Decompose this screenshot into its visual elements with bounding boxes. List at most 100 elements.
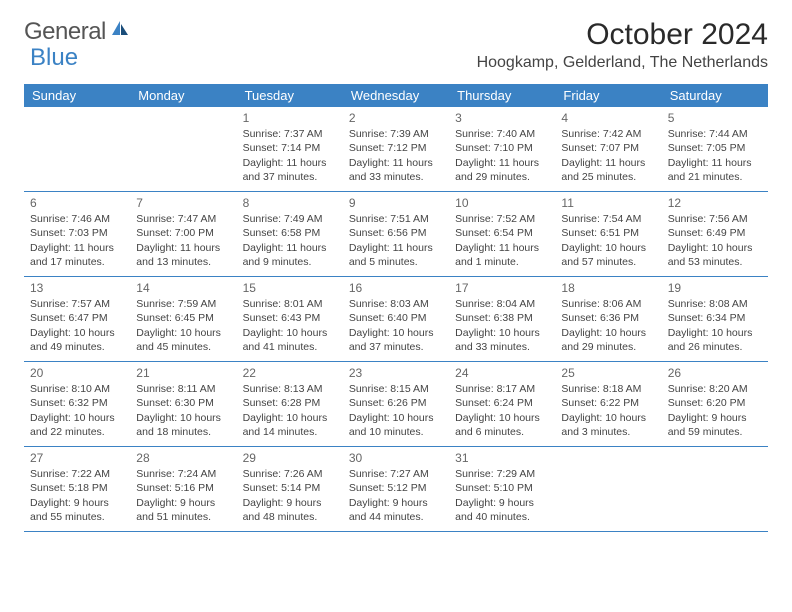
daylight-text: Daylight: 10 hours and 6 minutes. (455, 411, 549, 439)
sunset-text: Sunset: 5:10 PM (455, 481, 549, 495)
sunrise-text: Sunrise: 7:37 AM (243, 127, 337, 141)
month-title: October 2024 (477, 18, 768, 52)
sunrise-text: Sunrise: 8:08 AM (668, 297, 762, 311)
day-cell: 29Sunrise: 7:26 AMSunset: 5:14 PMDayligh… (237, 447, 343, 531)
sunset-text: Sunset: 7:14 PM (243, 141, 337, 155)
day-number: 29 (243, 450, 337, 466)
daylight-text: Daylight: 10 hours and 18 minutes. (136, 411, 230, 439)
sunrise-text: Sunrise: 8:01 AM (243, 297, 337, 311)
day-number: 9 (349, 195, 443, 211)
logo: General (24, 18, 132, 46)
sunset-text: Sunset: 7:03 PM (30, 226, 124, 240)
sunrise-text: Sunrise: 7:27 AM (349, 467, 443, 481)
sunset-text: Sunset: 6:38 PM (455, 311, 549, 325)
daylight-text: Daylight: 10 hours and 22 minutes. (30, 411, 124, 439)
day-number: 25 (561, 365, 655, 381)
daylight-text: Daylight: 10 hours and 29 minutes. (561, 326, 655, 354)
daylight-text: Daylight: 11 hours and 33 minutes. (349, 156, 443, 184)
day-cell: 24Sunrise: 8:17 AMSunset: 6:24 PMDayligh… (449, 362, 555, 446)
daylight-text: Daylight: 9 hours and 59 minutes. (668, 411, 762, 439)
sunrise-text: Sunrise: 7:56 AM (668, 212, 762, 226)
day-number: 12 (668, 195, 762, 211)
sunset-text: Sunset: 7:00 PM (136, 226, 230, 240)
day-number: 6 (30, 195, 124, 211)
sunset-text: Sunset: 7:05 PM (668, 141, 762, 155)
logo-text-b: Blue (30, 44, 78, 72)
day-cell: 31Sunrise: 7:29 AMSunset: 5:10 PMDayligh… (449, 447, 555, 531)
sunrise-text: Sunrise: 8:04 AM (455, 297, 549, 311)
sunset-text: Sunset: 5:16 PM (136, 481, 230, 495)
day-number: 30 (349, 450, 443, 466)
sunrise-text: Sunrise: 8:18 AM (561, 382, 655, 396)
day-cell: 2Sunrise: 7:39 AMSunset: 7:12 PMDaylight… (343, 107, 449, 191)
weeks-container: 1Sunrise: 7:37 AMSunset: 7:14 PMDaylight… (24, 107, 768, 532)
daylight-text: Daylight: 10 hours and 10 minutes. (349, 411, 443, 439)
sunset-text: Sunset: 6:51 PM (561, 226, 655, 240)
day-number: 8 (243, 195, 337, 211)
day-number: 11 (561, 195, 655, 211)
daylight-text: Daylight: 9 hours and 40 minutes. (455, 496, 549, 524)
sunset-text: Sunset: 5:12 PM (349, 481, 443, 495)
location-text: Hoogkamp, Gelderland, The Netherlands (477, 54, 768, 72)
day-cell (130, 107, 236, 191)
sunset-text: Sunset: 6:26 PM (349, 396, 443, 410)
sunrise-text: Sunrise: 7:59 AM (136, 297, 230, 311)
daylight-text: Daylight: 11 hours and 5 minutes. (349, 241, 443, 269)
weekday-header-row: Sunday Monday Tuesday Wednesday Thursday… (24, 84, 768, 107)
sunrise-text: Sunrise: 7:47 AM (136, 212, 230, 226)
weekday-wednesday: Wednesday (343, 84, 449, 107)
day-number: 3 (455, 110, 549, 126)
sunrise-text: Sunrise: 8:17 AM (455, 382, 549, 396)
sunset-text: Sunset: 6:49 PM (668, 226, 762, 240)
day-number: 1 (243, 110, 337, 126)
day-cell (662, 447, 768, 531)
day-number: 2 (349, 110, 443, 126)
daylight-text: Daylight: 9 hours and 44 minutes. (349, 496, 443, 524)
sunset-text: Sunset: 7:07 PM (561, 141, 655, 155)
day-cell: 7Sunrise: 7:47 AMSunset: 7:00 PMDaylight… (130, 192, 236, 276)
day-cell (555, 447, 661, 531)
calendar: Sunday Monday Tuesday Wednesday Thursday… (24, 84, 768, 532)
sunrise-text: Sunrise: 7:51 AM (349, 212, 443, 226)
sunrise-text: Sunrise: 7:26 AM (243, 467, 337, 481)
daylight-text: Daylight: 10 hours and 3 minutes. (561, 411, 655, 439)
day-number: 13 (30, 280, 124, 296)
day-cell: 8Sunrise: 7:49 AMSunset: 6:58 PMDaylight… (237, 192, 343, 276)
day-number: 31 (455, 450, 549, 466)
day-number: 23 (349, 365, 443, 381)
day-cell: 3Sunrise: 7:40 AMSunset: 7:10 PMDaylight… (449, 107, 555, 191)
day-cell: 6Sunrise: 7:46 AMSunset: 7:03 PMDaylight… (24, 192, 130, 276)
day-number: 5 (668, 110, 762, 126)
sunrise-text: Sunrise: 7:57 AM (30, 297, 124, 311)
day-number: 19 (668, 280, 762, 296)
week-row: 27Sunrise: 7:22 AMSunset: 5:18 PMDayligh… (24, 447, 768, 532)
sunrise-text: Sunrise: 7:52 AM (455, 212, 549, 226)
daylight-text: Daylight: 9 hours and 51 minutes. (136, 496, 230, 524)
sunset-text: Sunset: 6:40 PM (349, 311, 443, 325)
sunset-text: Sunset: 6:28 PM (243, 396, 337, 410)
day-cell: 26Sunrise: 8:20 AMSunset: 6:20 PMDayligh… (662, 362, 768, 446)
daylight-text: Daylight: 10 hours and 14 minutes. (243, 411, 337, 439)
day-number: 22 (243, 365, 337, 381)
daylight-text: Daylight: 10 hours and 53 minutes. (668, 241, 762, 269)
daylight-text: Daylight: 10 hours and 26 minutes. (668, 326, 762, 354)
sunrise-text: Sunrise: 7:46 AM (30, 212, 124, 226)
day-cell: 14Sunrise: 7:59 AMSunset: 6:45 PMDayligh… (130, 277, 236, 361)
day-cell: 4Sunrise: 7:42 AMSunset: 7:07 PMDaylight… (555, 107, 661, 191)
daylight-text: Daylight: 9 hours and 48 minutes. (243, 496, 337, 524)
day-number: 7 (136, 195, 230, 211)
sunrise-text: Sunrise: 7:49 AM (243, 212, 337, 226)
week-row: 1Sunrise: 7:37 AMSunset: 7:14 PMDaylight… (24, 107, 768, 192)
sunset-text: Sunset: 6:43 PM (243, 311, 337, 325)
sunset-text: Sunset: 6:45 PM (136, 311, 230, 325)
day-cell: 22Sunrise: 8:13 AMSunset: 6:28 PMDayligh… (237, 362, 343, 446)
weekday-thursday: Thursday (449, 84, 555, 107)
weekday-friday: Friday (555, 84, 661, 107)
daylight-text: Daylight: 11 hours and 29 minutes. (455, 156, 549, 184)
sunset-text: Sunset: 6:30 PM (136, 396, 230, 410)
daylight-text: Daylight: 11 hours and 25 minutes. (561, 156, 655, 184)
daylight-text: Daylight: 11 hours and 37 minutes. (243, 156, 337, 184)
day-cell: 30Sunrise: 7:27 AMSunset: 5:12 PMDayligh… (343, 447, 449, 531)
sunrise-text: Sunrise: 7:42 AM (561, 127, 655, 141)
sunset-text: Sunset: 7:12 PM (349, 141, 443, 155)
